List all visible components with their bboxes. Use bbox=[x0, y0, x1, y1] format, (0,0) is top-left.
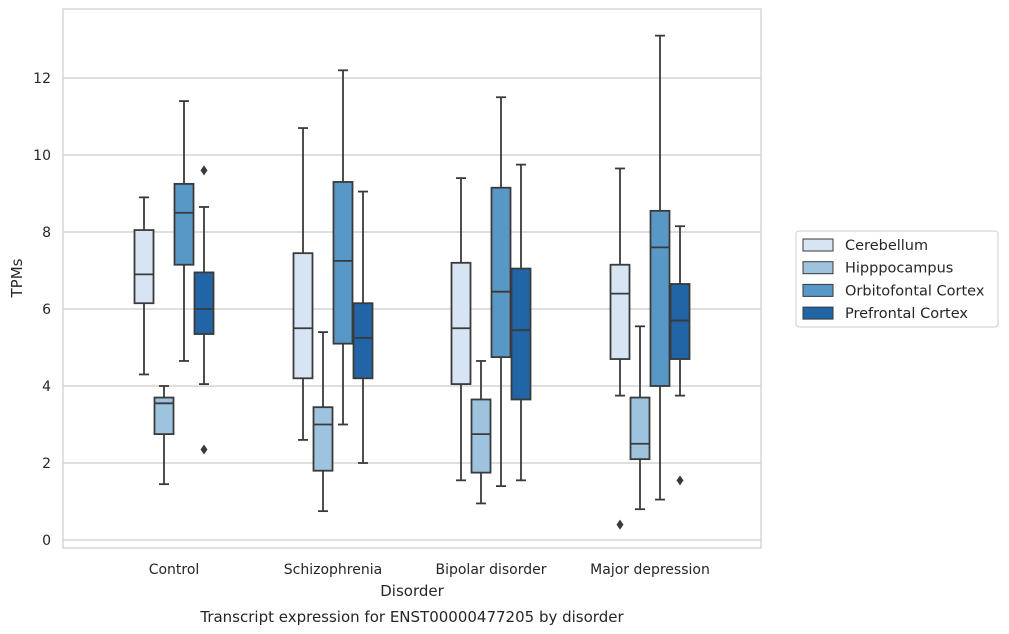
box-0-1 bbox=[153, 385, 175, 486]
x-tick-labels: Control Schizophrenia Bipolar disorder Majo… bbox=[149, 562, 710, 578]
box bbox=[510, 267, 532, 401]
x-axis-title: Disorder bbox=[380, 582, 444, 600]
box bbox=[173, 182, 195, 266]
outlier-point bbox=[676, 475, 684, 486]
box bbox=[352, 302, 374, 380]
legend-frame bbox=[795, 230, 999, 328]
box bbox=[629, 396, 651, 461]
legend-label: Hipppocampus bbox=[845, 261, 953, 277]
boxes bbox=[133, 34, 691, 530]
legend-swatch bbox=[802, 238, 834, 252]
y-tick-label: 6 bbox=[42, 302, 51, 318]
x-tick-label: Major depression bbox=[590, 562, 710, 578]
y-tick-label: 12 bbox=[33, 71, 51, 87]
y-tick-label: 8 bbox=[42, 225, 51, 241]
chart-caption: Transcript expression for ENST0000047720… bbox=[199, 608, 624, 626]
outlier-point bbox=[200, 444, 208, 455]
box-2-2 bbox=[490, 96, 512, 488]
box-3-1 bbox=[629, 325, 651, 511]
box-2-3 bbox=[510, 163, 532, 482]
box bbox=[470, 398, 492, 474]
box-1-0 bbox=[292, 127, 314, 441]
outlier-point bbox=[616, 519, 624, 530]
box bbox=[292, 252, 314, 380]
y-tick-labels: 0 2 4 6 8 10 12 bbox=[33, 71, 51, 549]
plot-frame bbox=[62, 8, 762, 549]
x-tick-label: Schizophrenia bbox=[284, 562, 382, 578]
box-3-0 bbox=[609, 167, 631, 530]
box bbox=[193, 271, 215, 335]
box bbox=[649, 209, 671, 387]
legend-swatch bbox=[802, 283, 834, 297]
box-2-1 bbox=[470, 360, 492, 505]
legend-label: Prefrontal Cortex bbox=[845, 306, 968, 322]
box-3-3 bbox=[669, 225, 691, 486]
x-tick-label: Control bbox=[149, 562, 200, 578]
box bbox=[133, 229, 155, 305]
box bbox=[153, 396, 175, 436]
legend: Cerebellum Hipppocampus Orbitofontal Corte… bbox=[795, 230, 999, 328]
y-tick-label: 10 bbox=[33, 148, 51, 164]
box bbox=[312, 406, 334, 472]
box-2-0 bbox=[450, 177, 472, 482]
box-0-3 bbox=[193, 165, 215, 455]
y-tick-label: 0 bbox=[42, 533, 51, 549]
box bbox=[450, 261, 472, 385]
box bbox=[669, 283, 691, 360]
outlier-point bbox=[200, 165, 208, 176]
box-1-2 bbox=[332, 69, 354, 426]
box-0-2 bbox=[173, 100, 195, 362]
box bbox=[332, 181, 354, 345]
box-3-2 bbox=[649, 34, 671, 501]
legend-swatch bbox=[802, 261, 834, 275]
y-tick-label: 2 bbox=[42, 456, 51, 472]
box-1-3 bbox=[352, 190, 374, 464]
box bbox=[490, 186, 512, 359]
y-tick-label: 4 bbox=[42, 379, 51, 395]
y-axis-title: TPMs bbox=[8, 258, 26, 298]
box-0-0 bbox=[133, 196, 155, 376]
legend-swatch bbox=[802, 306, 834, 320]
legend-label: Cerebellum bbox=[845, 238, 928, 254]
box-1-1 bbox=[312, 331, 334, 513]
x-tick-label: Bipolar disorder bbox=[435, 562, 546, 578]
legend-label: Orbitofontal Cortex bbox=[845, 283, 985, 299]
box bbox=[609, 263, 631, 360]
